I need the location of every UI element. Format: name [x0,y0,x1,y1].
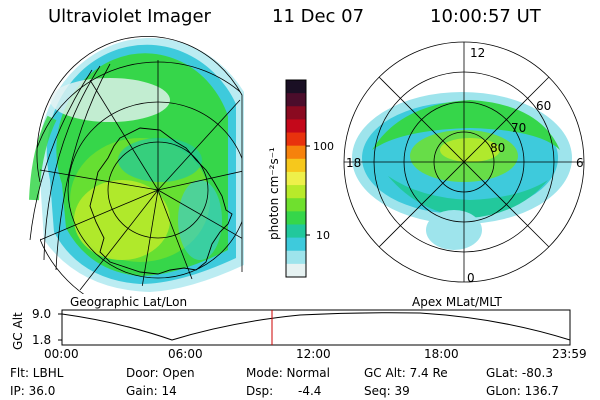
colorbar-band [286,158,306,173]
colorbar-band [286,106,306,120]
info-mode: Mode: Normal [246,366,330,380]
time-tick-0600: 06:00 [168,347,203,361]
colorbar-band [286,80,306,94]
instrument-title: Ultraviolet Imager [48,6,211,27]
time-tick-1800: 18:00 [424,347,459,361]
coastline [89,127,233,275]
info-door: Door: Open [126,366,195,380]
info-dsp-label: Dsp: [246,384,274,398]
apex-grid [343,41,585,283]
mlat-label-70: 70 [511,121,526,135]
time-tick-2359: 23:59 [552,347,587,361]
colorbar-band [286,119,306,134]
colorbar-band [286,132,306,147]
colorbar-band [286,211,306,225]
colorbar-band [286,145,306,160]
colorbar-frame [285,79,307,278]
geographic-caption: Geographic Lat/Lon [70,295,188,309]
colorbar-band [286,250,306,265]
info-gain: Gain: 14 [126,384,177,398]
info-glon: GLon: 136.7 [486,384,559,398]
info-dsp-value: -4.4 [298,384,322,398]
alt-tick-label-9: 9.0 [32,307,51,321]
info-glat: GLat: -80.3 [486,366,553,380]
colorbar-tick-label-10: 10 [316,229,330,242]
alt-curve [61,312,571,341]
info-seq: Seq: 39 [364,384,410,398]
mlt-label-6: 6 [576,156,584,170]
info-filter: Flt: LBHL [10,366,64,380]
info-gc-alt: GC Alt: 7.4 Re [364,366,448,380]
mlat-label-80: 80 [490,141,505,155]
alt-plot-frame [61,309,571,346]
apex-caption: Apex MLat/MLT [412,295,502,309]
colorbar-band [286,185,306,199]
alt-axis-label: GC Alt [11,312,25,350]
alt-tick-label-1-8: 1.8 [32,333,51,347]
colorbar-band [286,198,306,212]
mlt-label-18: 18 [346,156,361,170]
time-tick-0000: 00:00 [44,347,79,361]
geographic-grid [29,35,243,301]
mlat-label-60: 60 [536,99,551,113]
time-label: 10:00:57 UT [430,6,541,27]
date-label: 11 Dec 07 [272,6,365,27]
colorbar [286,80,306,278]
colorbar-band [286,237,306,252]
time-tick-1200: 12:00 [296,347,331,361]
colorbar-band [286,171,306,186]
mlt-label-12: 12 [470,46,485,60]
colorbar-band [286,263,306,278]
colorbar-tick-label-100: 100 [313,140,334,153]
colorbar-band [286,224,306,239]
info-ip: IP: 36.0 [10,384,56,398]
colorbar-band [286,93,306,107]
colorbar-unit-label: photon cm⁻²s⁻¹ [267,147,281,240]
geographic-aurora-image [29,37,244,292]
mlt-label-0: 0 [467,271,475,285]
